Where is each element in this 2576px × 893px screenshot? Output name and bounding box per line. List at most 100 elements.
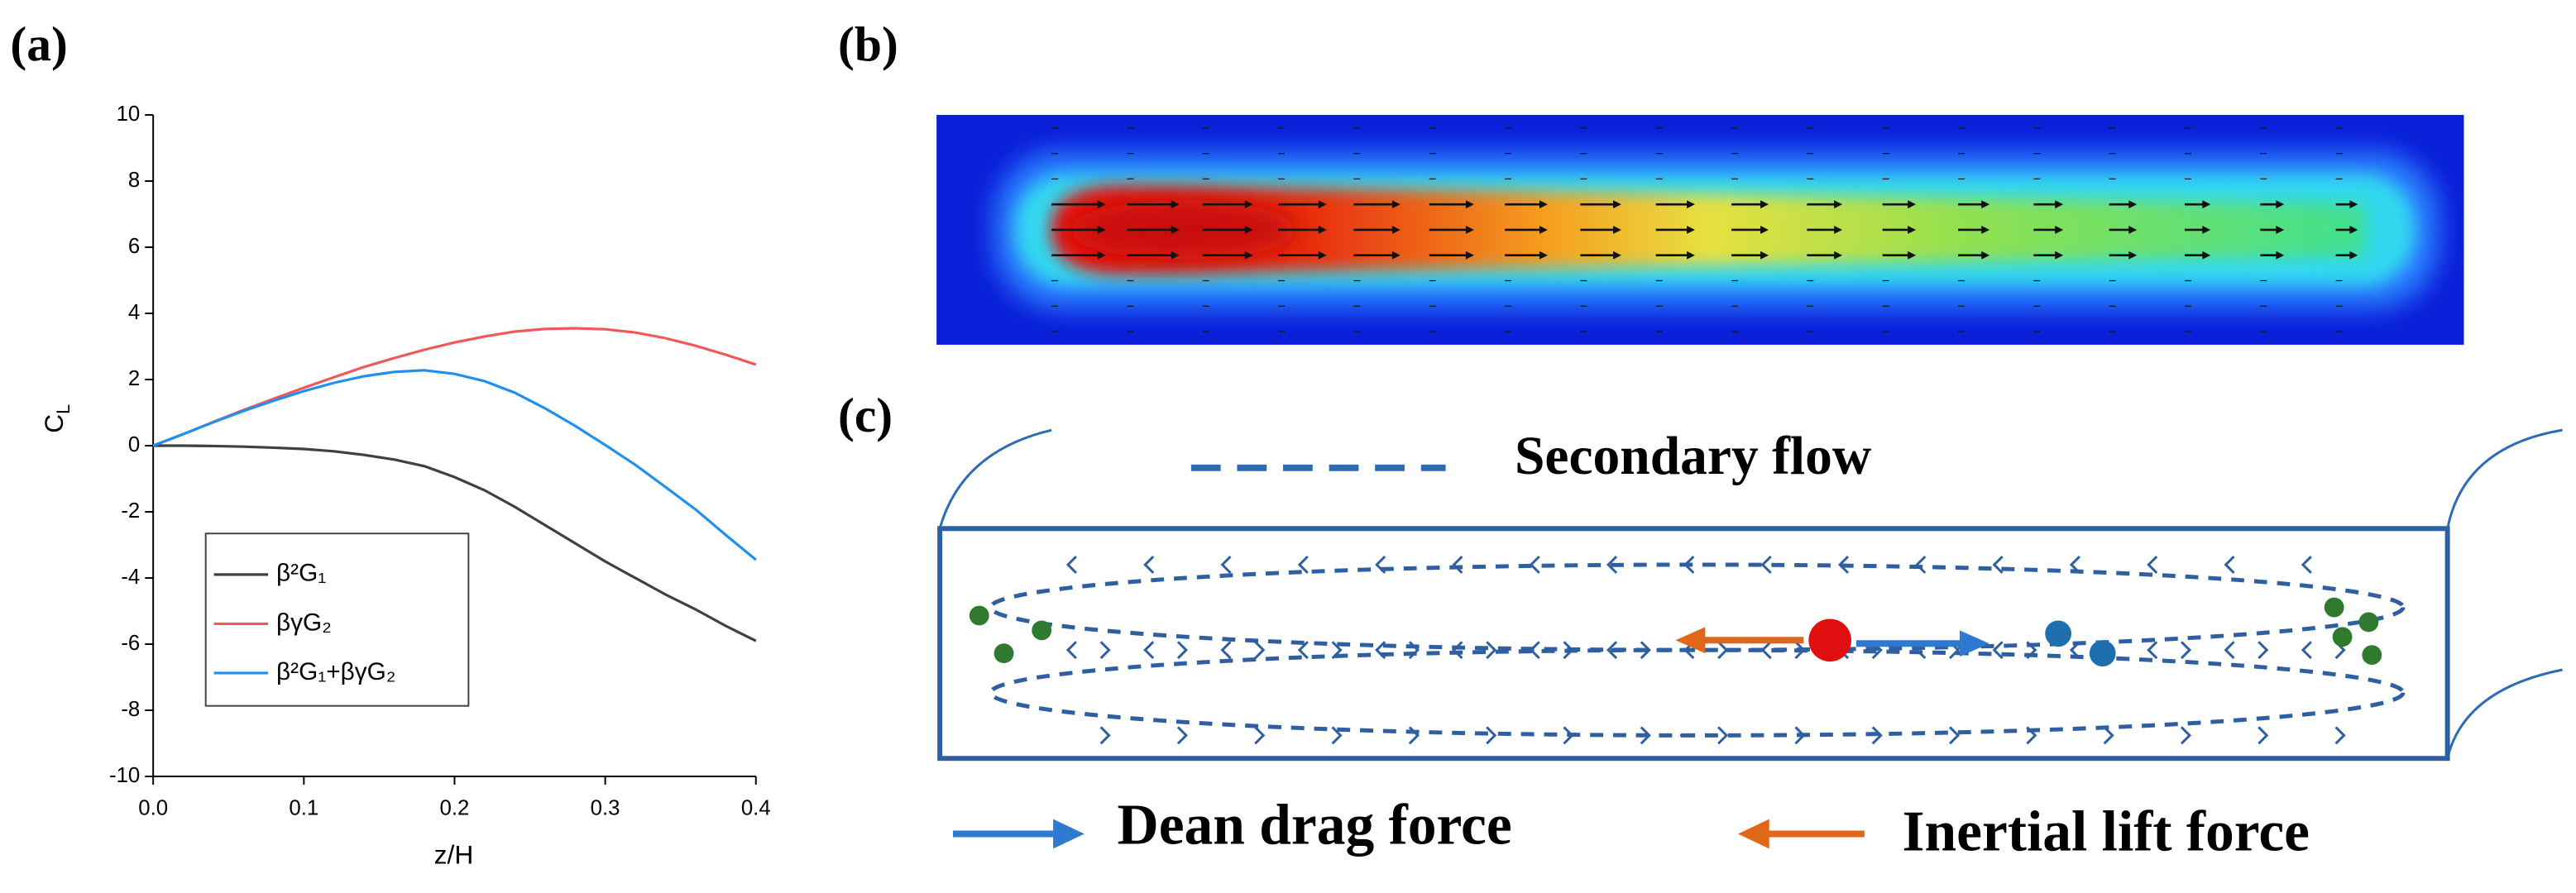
flow-arrow-head [2349, 251, 2358, 260]
flow-arrow-head [1834, 200, 1843, 209]
heatmap-core [1051, 185, 2366, 275]
flow-chevron [2258, 726, 2269, 745]
flow-chevron [1949, 726, 1961, 745]
flow-chevron [1486, 726, 1497, 745]
flow-arrow-head [2202, 251, 2211, 260]
flow-chevron [2224, 641, 2235, 660]
flow-chevron [1452, 555, 1463, 574]
panel-label: (b) [838, 17, 898, 71]
particle [2332, 627, 2353, 647]
flow-arrow-head [1244, 200, 1253, 209]
particle [1808, 618, 1851, 662]
flow-arrow-head [1318, 225, 1327, 234]
channel-curve [2446, 668, 2563, 759]
y-tick-label: -6 [121, 632, 140, 655]
flow-arrow-head [1908, 251, 1917, 260]
flow-arrow-head [2202, 225, 2211, 234]
y-tick-label: 4 [128, 301, 140, 324]
y-tick-label: 6 [128, 235, 140, 258]
flow-chevron [1794, 641, 1806, 660]
flow-chevron [1254, 726, 1266, 745]
flow-arrow-head [1612, 200, 1621, 209]
flow-arrow-head [2128, 225, 2138, 234]
flow-arrow-head [1612, 251, 1621, 260]
flow-arrow-head [1539, 251, 1548, 260]
flow-arrow-head [2276, 225, 2285, 234]
particle [1032, 620, 1052, 641]
legend-box [204, 532, 470, 707]
flow-chevron [1683, 555, 1695, 574]
flow-chevron [1717, 726, 1729, 745]
flow-chevron [1143, 641, 1155, 660]
x-tick-label: 0.4 [741, 797, 771, 820]
flow-arrow-head [1834, 225, 1843, 234]
flow-chevron [1331, 641, 1343, 660]
x-tick-label: 0.2 [440, 797, 470, 820]
flow-chevron [1065, 555, 1077, 574]
flow-arrow-head [2276, 200, 2285, 209]
flow-chevron [1099, 641, 1111, 660]
y-tick-label: -2 [121, 499, 140, 523]
flow-chevron [1717, 641, 1729, 660]
secondary-flow-loops [989, 555, 2406, 745]
legend-label: βγG₂ [276, 609, 332, 636]
flow-chevron [1606, 555, 1618, 574]
flow-chevron [1837, 555, 1850, 574]
flow-chevron [1220, 641, 1232, 660]
flow-arrow-head [1391, 225, 1401, 234]
x-tick-label: 0.3 [591, 797, 620, 820]
flow-arrow-head [1171, 225, 1180, 234]
y-tick-label: -8 [121, 698, 140, 721]
flow-chevron [1176, 726, 1189, 745]
vector-field [1051, 127, 2358, 332]
flow-chevron [2258, 641, 2269, 660]
y-tick-label: -10 [109, 764, 140, 787]
flow-arrow-head [1171, 251, 1180, 260]
flow-chevron [1408, 641, 1420, 660]
flow-chevron [2301, 555, 2312, 574]
series-line [152, 327, 757, 447]
legend-label: β²G₁ [276, 560, 326, 587]
flow-arrow-head [1612, 225, 1621, 234]
particle [969, 605, 989, 626]
flow-chevron [1529, 555, 1540, 574]
flow-arrow-head [1981, 225, 1990, 234]
flow-arrow-head [2349, 225, 2358, 234]
flow-chevron [1375, 555, 1386, 574]
flow-chevron [1563, 641, 1574, 660]
flow-chevron [2180, 726, 2192, 745]
y-axis-label-text: C [39, 414, 69, 433]
flow-arrow-head [1244, 251, 1253, 260]
flow-chevron [2301, 641, 2312, 660]
flow-chevron [1408, 726, 1420, 745]
flow-arrow-head [2349, 200, 2358, 209]
flow-chevron [2147, 555, 2158, 574]
series-line [152, 369, 757, 561]
flow-chevron [2026, 726, 2037, 745]
channel-curve [938, 428, 1052, 529]
flow-arrow-head [1760, 225, 1769, 234]
flow-chevron [1640, 641, 1651, 660]
flow-chevron [1794, 726, 1806, 745]
flow-chevron [1992, 555, 2004, 574]
flow-chevron [1486, 641, 1497, 660]
force-arrows [953, 627, 1989, 849]
flow-loop [989, 562, 2406, 652]
arrow-head [1053, 819, 1085, 849]
flow-arrow-head [1908, 225, 1917, 234]
particle [2324, 597, 2344, 618]
y-axis-label-sub: L [53, 404, 74, 414]
flow-chevron [2103, 726, 2114, 745]
diagram-label: Dean drag force [1118, 793, 1512, 857]
flow-chevron [1452, 641, 1463, 660]
flow-arrow-head [1391, 200, 1401, 209]
flow-chevron [2180, 641, 2192, 660]
legend-label: β²G₁+βγG₂ [276, 658, 395, 685]
flow-arrow-head [1171, 200, 1180, 209]
flow-arrow-head [1539, 225, 1548, 234]
flow-chevron [1529, 641, 1540, 660]
flow-chevron [1992, 641, 2004, 660]
diagram-label: Inertial lift force [1903, 800, 2310, 863]
